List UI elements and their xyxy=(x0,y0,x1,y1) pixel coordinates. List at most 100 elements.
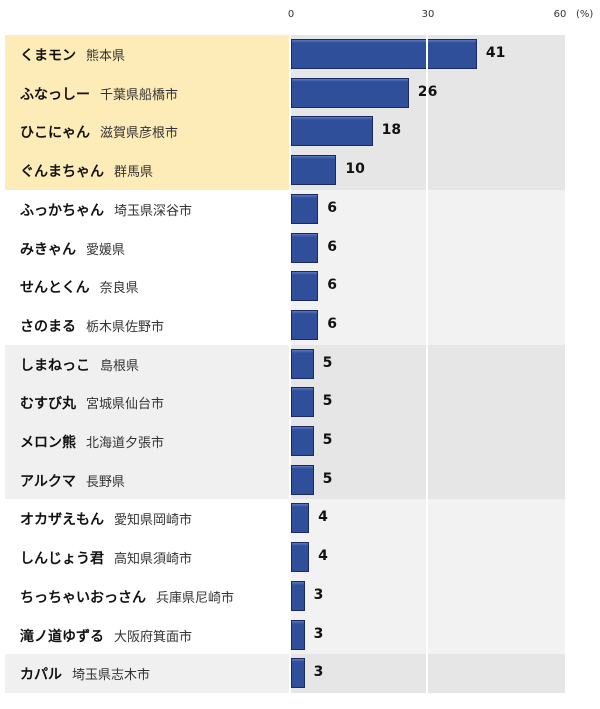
chart-row: カパル 埼玉県志木市 3 xyxy=(5,654,565,694)
category-label: オカザえもん 愛知県岡崎市 xyxy=(20,509,192,529)
data-label: 41 xyxy=(485,45,506,61)
chart-row: ふっかちゃん 埼玉県深谷市 6 xyxy=(5,189,565,229)
mascot-place: 長野県 xyxy=(85,474,125,490)
row-label-bg: カパル 埼玉県志木市 xyxy=(5,654,290,694)
row-label-bg: アルクマ 長野県 xyxy=(5,460,290,500)
mascot-place: 埼玉県深谷市 xyxy=(114,203,193,219)
x-tick-60: 60 xyxy=(553,9,567,20)
category-label: しまねっこ 島根県 xyxy=(20,355,139,375)
mascot-place: 島根県 xyxy=(100,358,140,374)
chart-row: みきゃん 愛媛県 6 xyxy=(5,228,565,268)
mascot-place: 熊本県 xyxy=(86,49,126,64)
plot-bg: 5 xyxy=(291,344,565,384)
mascot-name: くまモン xyxy=(20,48,76,64)
data-label: 5 xyxy=(322,354,333,371)
bar xyxy=(291,387,314,418)
plot-bg: 6 xyxy=(291,267,565,307)
bar xyxy=(291,503,310,534)
bar xyxy=(291,77,409,108)
category-label: 滝ノ道ゆずる 大阪府箕面市 xyxy=(20,626,192,646)
category-label: ふっかちゃん 埼玉県深谷市 xyxy=(20,200,192,220)
gridline-30 xyxy=(426,35,428,693)
row-label-bg: メロン熊 北海道夕張市 xyxy=(5,422,290,461)
mascot-name: アルクマ xyxy=(20,473,76,490)
mascot-name: せんとくん xyxy=(20,280,90,297)
data-label: 6 xyxy=(327,277,337,294)
bar xyxy=(291,155,337,186)
mascot-name: ちっちゃいおっさん xyxy=(20,589,146,606)
category-label: ちっちゃいおっさん 兵庫県尼崎市 xyxy=(20,587,234,607)
data-label: 6 xyxy=(327,199,337,216)
data-label: 6 xyxy=(327,315,337,332)
mascot-name: みきゃん xyxy=(20,241,76,258)
plot-bg: 6 xyxy=(291,305,565,345)
mascot-name: 滝ノ道ゆずる xyxy=(20,628,104,645)
plot-bg: 6 xyxy=(291,189,565,229)
bar xyxy=(291,464,314,495)
plot-bg: 6 xyxy=(291,228,565,268)
row-label-bg: ぐんまちゃん 群馬県 xyxy=(5,151,290,191)
data-label: 3 xyxy=(313,664,324,681)
plot-bg: 5 xyxy=(291,422,565,461)
data-label: 10 xyxy=(345,161,365,178)
category-label: さのまる 栃木県佐野市 xyxy=(20,316,164,336)
bar xyxy=(291,271,319,302)
mascot-place: 愛媛県 xyxy=(86,242,126,258)
row-label-bg: しまねっこ 島根県 xyxy=(5,344,290,384)
bar xyxy=(291,348,314,379)
row-label-bg: むすび丸 宮城県仙台市 xyxy=(5,383,290,423)
bar xyxy=(291,39,477,69)
mascot-place: 愛知県岡崎市 xyxy=(114,513,193,529)
chart-row: ちっちゃいおっさん 兵庫県尼崎市 3 xyxy=(5,576,565,616)
x-axis-unit: (%) xyxy=(576,9,594,20)
category-label: むすび丸 宮城県仙台市 xyxy=(20,393,164,413)
row-label-bg: 滝ノ道ゆずる 大阪府箕面市 xyxy=(5,615,290,655)
chart-row: アルクマ 長野県 5 xyxy=(5,460,565,500)
mascot-place: 群馬県 xyxy=(114,165,154,181)
mascot-place: 埼玉県志木市 xyxy=(72,668,151,684)
chart-row: さのまる 栃木県佐野市 6 xyxy=(5,305,565,345)
mascot-name: オカザえもん xyxy=(20,512,104,529)
x-tick-30: 30 xyxy=(421,9,435,20)
bar xyxy=(291,580,305,611)
category-label: ふなっしー 千葉県船橋市 xyxy=(20,84,178,104)
mascot-place: 宮城県仙台市 xyxy=(86,397,165,413)
category-label: ぐんまちゃん 群馬県 xyxy=(20,161,153,181)
category-label: アルクマ 長野県 xyxy=(20,471,125,491)
mascot-name: さのまる xyxy=(20,318,76,335)
data-label: 5 xyxy=(322,393,333,410)
mascot-place: 千葉県船橋市 xyxy=(100,87,179,103)
category-label: みきゃん 愛媛県 xyxy=(20,239,125,259)
chart-row: しまねっこ 島根県 5 xyxy=(5,344,565,384)
category-label: カパル 埼玉県志木市 xyxy=(20,664,150,684)
category-label: メロン熊 北海道夕張市 xyxy=(20,432,164,452)
chart-row: ひこにゃん 滋賀県彦根市 18 xyxy=(5,112,565,152)
plot-bg: 3 xyxy=(291,615,565,655)
mascot-name: カパル xyxy=(20,667,62,684)
plot-bg: 10 xyxy=(291,151,565,191)
mascot-name: しんじょう君 xyxy=(20,551,104,568)
mascot-name: しまねっこ xyxy=(20,357,90,374)
row-label-bg: ひこにゃん 滋賀県彦根市 xyxy=(5,112,290,152)
chart-row: メロン熊 北海道夕張市 5 xyxy=(5,422,565,461)
data-label: 5 xyxy=(322,432,333,448)
chart-row: せんとくん 奈良県 6 xyxy=(5,267,565,307)
mascot-place: 高知県須崎市 xyxy=(114,552,193,568)
data-label: 18 xyxy=(381,122,402,139)
mascot-name: ふっかちゃん xyxy=(20,202,104,219)
gridline-0 xyxy=(289,35,291,693)
mascot-place: 栃木県佐野市 xyxy=(86,319,165,335)
bar xyxy=(291,542,310,573)
plot-bg: 3 xyxy=(291,576,565,616)
chart-row: むすび丸 宮城県仙台市 5 xyxy=(5,383,565,423)
row-label-bg: ふなっしー 千葉県船橋市 xyxy=(5,73,290,113)
category-label: せんとくん 奈良県 xyxy=(20,277,139,297)
mascot-place: 大阪府箕面市 xyxy=(114,629,193,645)
mascot-name: ぐんまちゃん xyxy=(20,164,104,181)
chart-row: 滝ノ道ゆずる 大阪府箕面市 3 xyxy=(5,615,565,655)
x-tick-0: 0 xyxy=(287,9,295,20)
chart-row: ぐんまちゃん 群馬県 10 xyxy=(5,151,565,191)
row-label-bg: ふっかちゃん 埼玉県深谷市 xyxy=(5,189,290,229)
plot-bg: 18 xyxy=(291,112,565,152)
data-label: 4 xyxy=(318,548,328,565)
